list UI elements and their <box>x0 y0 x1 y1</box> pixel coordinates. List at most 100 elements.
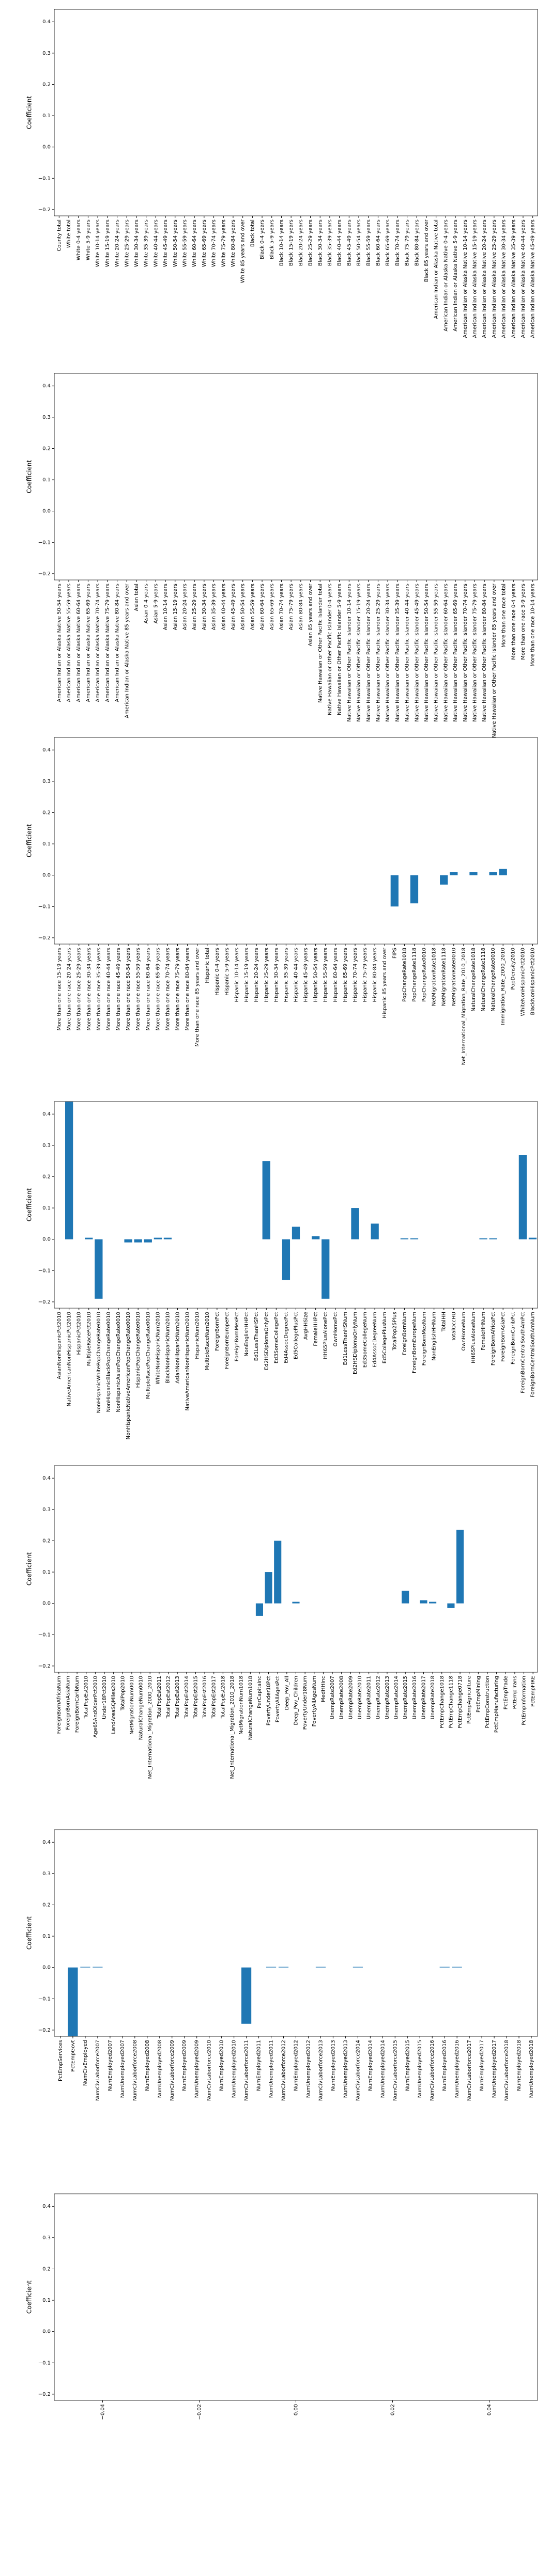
y-tick-label: 0.0 <box>42 1965 51 1971</box>
y-tick-label: 0.1 <box>42 477 51 483</box>
x-tick-label: Black 75-79 years <box>405 219 410 266</box>
x-tick-label: NumCivEmployed <box>83 2040 88 2086</box>
x-tick-label: Asian total <box>134 584 140 611</box>
x-tick-label: Native Hawaiian or Other Pacific Islande… <box>492 583 497 738</box>
x-tick-label: American Indian or Alaska Native 75-79 y… <box>105 584 111 702</box>
x-tick-label: ForeignBornEuropeNum <box>411 1312 417 1373</box>
x-tick-label: 0.00 <box>294 2404 299 2415</box>
x-tick-label: NumEmployed2016 <box>442 2040 448 2091</box>
x-tick-label: ForeignBornAsiaNum <box>65 1676 71 1730</box>
panel: −0.2 −0.1 0.0 0.1 0.2 0.3 0.4 Coefficient AsianN… <box>26 1101 538 1439</box>
x-tick-label: White 5-9 years <box>85 219 91 260</box>
y-tick-label: 0.2 <box>42 1174 51 1180</box>
x-tick-label: White 45-49 years <box>163 219 169 267</box>
x-tick-label: Ed4AssocDegreeNum <box>372 1312 378 1368</box>
x-tick-label: PctEmpFIRE <box>530 1676 536 1707</box>
x-tick-label: ForeignBornCaribPct <box>510 1312 516 1364</box>
x-tick-label: ForeignBornMexNum <box>422 1312 427 1365</box>
x-tick-label: More than one race 85 years and over <box>195 947 201 1047</box>
x-tick-label: Hispanic 5-9 years <box>224 948 230 996</box>
x-tick-label: ForeignBornEuropePct <box>224 1312 230 1369</box>
x-tick-label: FIPS <box>392 948 397 959</box>
x-tick-label: TotalPopEst2011 <box>157 1676 162 1719</box>
y-tick-label: 0.0 <box>42 1237 51 1243</box>
x-tick-label: NonEnglishHHNum <box>432 1312 437 1361</box>
bar <box>95 1239 103 1299</box>
x-tick-label: Hispanic 80-84 years <box>372 948 378 1002</box>
x-tick-label: TotalHH <box>441 1312 447 1332</box>
x-tick-label: NaturalChangeNum0010 <box>139 1676 144 1740</box>
bar <box>265 1572 272 1604</box>
x-tick-label: Ed2HSDiplomaOnlyNum <box>353 1312 358 1374</box>
x-tick-label: ForeignBornPct <box>215 1312 220 1351</box>
x-tick-label: NonHispanicNativeAmericanPopChangeRate00… <box>126 1312 131 1439</box>
x-tick-label: More than one race 0-4 years <box>511 584 516 660</box>
x-tick-label: Asian 70-74 years <box>279 584 284 630</box>
axes-frame <box>54 737 538 945</box>
bar <box>469 872 478 875</box>
y-tick-label: −0.2 <box>38 571 51 577</box>
y-tick-label: −0.2 <box>38 2028 51 2033</box>
x-tick-label: Asian 30-34 years <box>202 584 207 630</box>
x-tick-label: White 85 years and over <box>240 219 246 283</box>
x-tick-label: Asian 65-69 years <box>269 584 275 630</box>
panel: −0.2 −0.1 0.0 0.1 0.2 0.3 0.4 Coefficient Foreig… <box>26 1465 538 1779</box>
x-tick-label: Asian 55-59 years <box>250 584 255 630</box>
x-tick-label: NonEnglishHHPct <box>244 1312 250 1357</box>
y-tick-label: −0.2 <box>38 207 51 213</box>
x-tick-label: NonHispanicAsianPopChangeRate0010 <box>116 1312 121 1412</box>
bar <box>371 1223 379 1239</box>
x-tick-label: UnempRate2013 <box>385 1676 390 1719</box>
x-tick-label: Deep_Pov_All <box>284 1676 290 1710</box>
y-tick-label: 0.4 <box>42 1111 51 1117</box>
x-tick-label: Asian 80-84 years <box>298 584 304 630</box>
x-tick-label: Hispanic 25-29 years <box>264 948 269 1002</box>
x-tick-label: Hispanic 75-79 years <box>362 948 368 1002</box>
x-tick-label: White 35-39 years <box>144 219 149 267</box>
bar <box>429 1601 437 1604</box>
x-tick-label: White 60-64 years <box>192 219 197 267</box>
bar <box>499 869 507 875</box>
axes-frame <box>54 9 538 216</box>
bar <box>282 1239 290 1280</box>
bar <box>292 1601 300 1604</box>
y-tick-label: 0.4 <box>42 1840 51 1845</box>
y-tick-label: −0.1 <box>38 540 51 545</box>
x-tick-label: UnempRate2011 <box>366 1676 372 1719</box>
x-tick-label: Black 40-44 years <box>337 219 343 266</box>
axes-frame <box>54 1829 538 2037</box>
x-tick-label: −0.04 <box>100 2404 106 2420</box>
x-tick-label: TotalPopEst2016 <box>202 1676 208 1719</box>
y-tick-label: 0.4 <box>42 19 51 25</box>
bar <box>312 1236 320 1239</box>
x-tick-label: MultipleRacePct2010 <box>86 1312 92 1366</box>
x-tick-label: Asian 75-79 years <box>288 584 294 630</box>
bar <box>402 1591 409 1604</box>
panel: −0.2 −0.1 0.0 0.1 0.2 0.3 0.4 Coefficient County… <box>26 9 538 338</box>
y-axis-label: Coefficient <box>26 824 33 858</box>
x-tick-label: BlackNonHispanicPct2010 <box>530 948 535 1015</box>
x-tick-label: UnempRate2018 <box>430 1676 436 1719</box>
x-tick-label: PopChangeRate1118 <box>411 948 417 1002</box>
x-tick-label: Black 20-24 years <box>298 219 304 266</box>
x-tick-label: LandAreaSQMiles2010 <box>111 1676 117 1734</box>
x-tick-label: American Indian or Alaska Native 70-74 y… <box>95 584 101 702</box>
x-tick-label: White 30-34 years <box>134 219 140 267</box>
x-tick-label: NumUnemployed2007 <box>120 2040 126 2098</box>
x-tick-label: Black 45-49 years <box>346 219 352 266</box>
x-tick-label: NumEmployed2017 <box>479 2040 485 2091</box>
x-tick-label: PctEmpAgriculture <box>467 1676 472 1724</box>
y-tick-label: 0.3 <box>42 51 51 56</box>
x-tick-label: PctEmpInformation <box>522 1676 527 1725</box>
x-tick-label: AsianNonHispanicPct2010 <box>57 1312 63 1379</box>
x-tick-label: Hispanic 45-49 years <box>303 948 309 1002</box>
x-tick-label: More than one race 20-24 years <box>67 948 72 1030</box>
x-tick-label: NumCivLaborforce2010 <box>207 2040 212 2101</box>
y-tick-label: 0.1 <box>42 1205 51 1211</box>
x-tick-label: Black 70-74 years <box>395 219 401 266</box>
x-tick-label: American Indian or Alaska Native 25-29 y… <box>492 219 497 338</box>
x-tick-label: White 40-44 years <box>153 219 159 267</box>
x-tick-label: Native Hawaiian or Other Pacific Islande… <box>327 584 333 715</box>
x-tick-label: Native Hawaiian or Other Pacific Islande… <box>463 584 468 722</box>
